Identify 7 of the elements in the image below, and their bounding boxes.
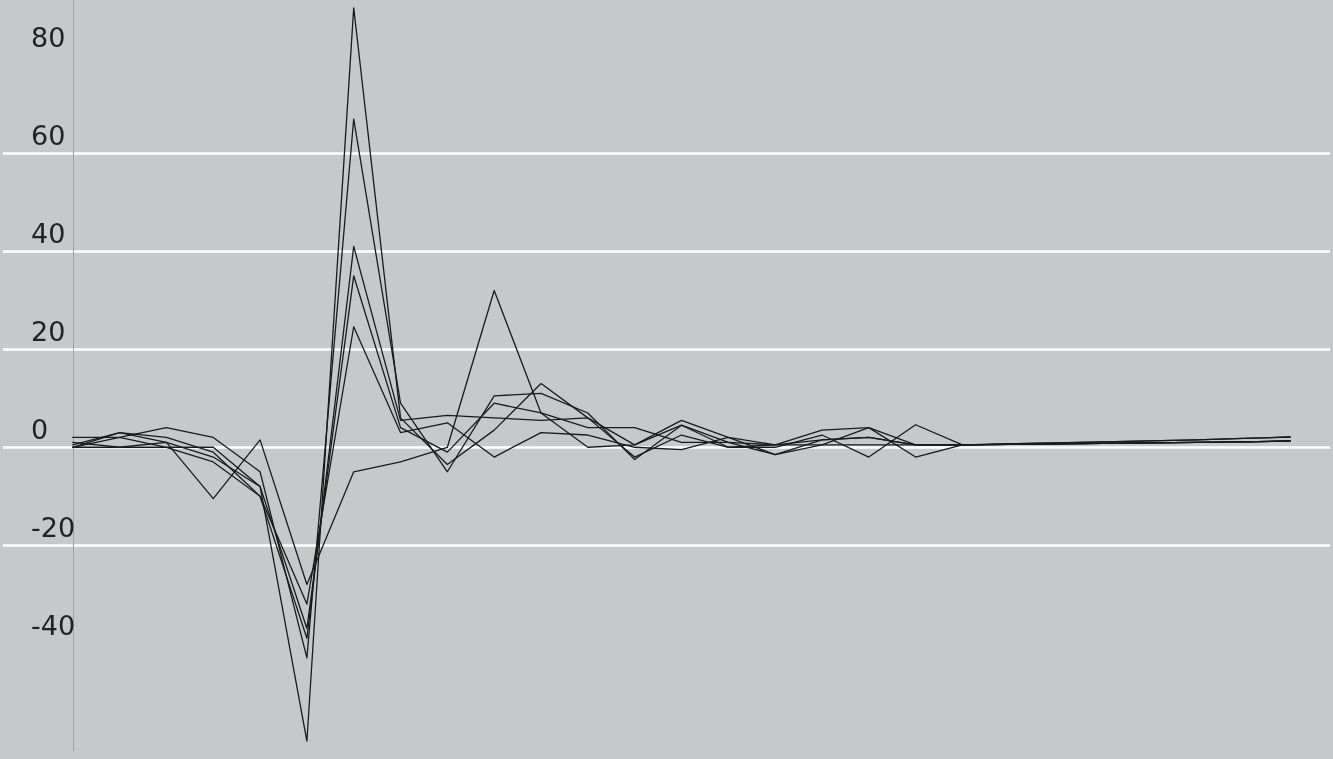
y-tick-label: 20 [31, 316, 66, 348]
y-tick-label: -20 [31, 512, 76, 544]
y-tick-label: 40 [31, 218, 66, 250]
y-tick-label: -40 [31, 610, 76, 642]
y-tick-label: 0 [31, 414, 49, 446]
y-tick-label: 80 [31, 22, 66, 54]
y-tick-label: 60 [31, 120, 66, 152]
